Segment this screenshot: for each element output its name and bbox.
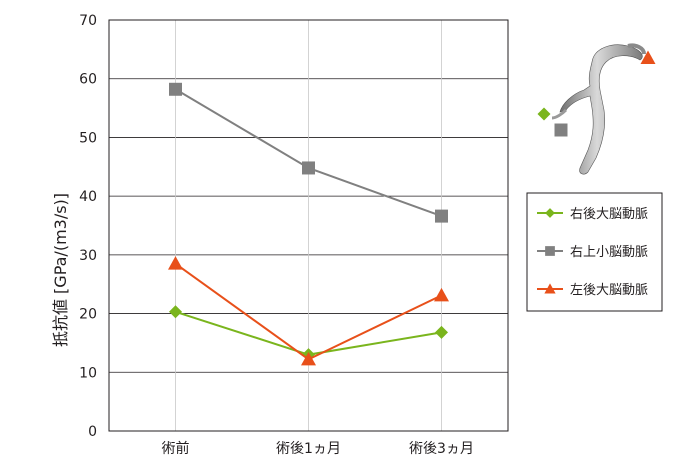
data-point: [168, 256, 183, 270]
data-point: [302, 161, 315, 175]
legend-marker: [544, 283, 556, 294]
legend-label: 右上小脳動脈: [570, 245, 648, 260]
x-tick-labels: 術前 術後1ヵ月 術後3ヵ月: [162, 440, 474, 457]
y-tick-label: 10: [79, 365, 97, 381]
data-point: [169, 82, 182, 96]
y-tick-label: 60: [79, 72, 97, 88]
y-tick-label: 40: [79, 189, 97, 205]
x-tick-label: 術前: [162, 440, 190, 457]
legend-item: 右後大脳動脈: [537, 207, 648, 222]
vessel-3d-model-icon: [551, 43, 646, 175]
x-tick-label: 術後1ヵ月: [276, 441, 341, 457]
legend-label: 左後大脳動脈: [570, 283, 648, 298]
legend-marker: [545, 246, 555, 256]
chart-grid: [109, 20, 508, 431]
inset-diamond-marker: [537, 107, 551, 121]
series-3: [168, 256, 449, 366]
y-axis-label: 抵抗値 [GPa/(m3/s)]: [51, 193, 70, 347]
data-point: [301, 351, 316, 366]
chart-axes: [108, 19, 509, 432]
data-point: [169, 305, 182, 319]
legend-item: 右上小脳動脈: [537, 245, 648, 260]
data-point: [435, 209, 448, 223]
y-tick-labels: 0 10 20 30 40 50 60 70: [79, 13, 97, 440]
data-point: [435, 325, 448, 339]
inset-markers: [537, 50, 656, 137]
inset-triangle-marker: [640, 50, 656, 64]
legend-marker: [545, 208, 555, 218]
y-tick-label: 0: [88, 424, 97, 440]
data-point: [434, 287, 449, 302]
legend-label: 右後大脳動脈: [570, 207, 648, 222]
inset-square-marker: [554, 123, 568, 137]
y-tick-label: 30: [79, 248, 97, 264]
y-tick-label: 20: [79, 307, 97, 323]
x-tick-label: 術後3ヵ月: [409, 441, 474, 457]
legend-item: 左後大脳動脈: [537, 283, 648, 298]
series-2: [169, 82, 448, 223]
y-tick-label: 70: [79, 13, 97, 29]
y-tick-label: 50: [79, 130, 97, 146]
plot-frame: [108, 19, 509, 432]
chart-series: [168, 82, 449, 366]
